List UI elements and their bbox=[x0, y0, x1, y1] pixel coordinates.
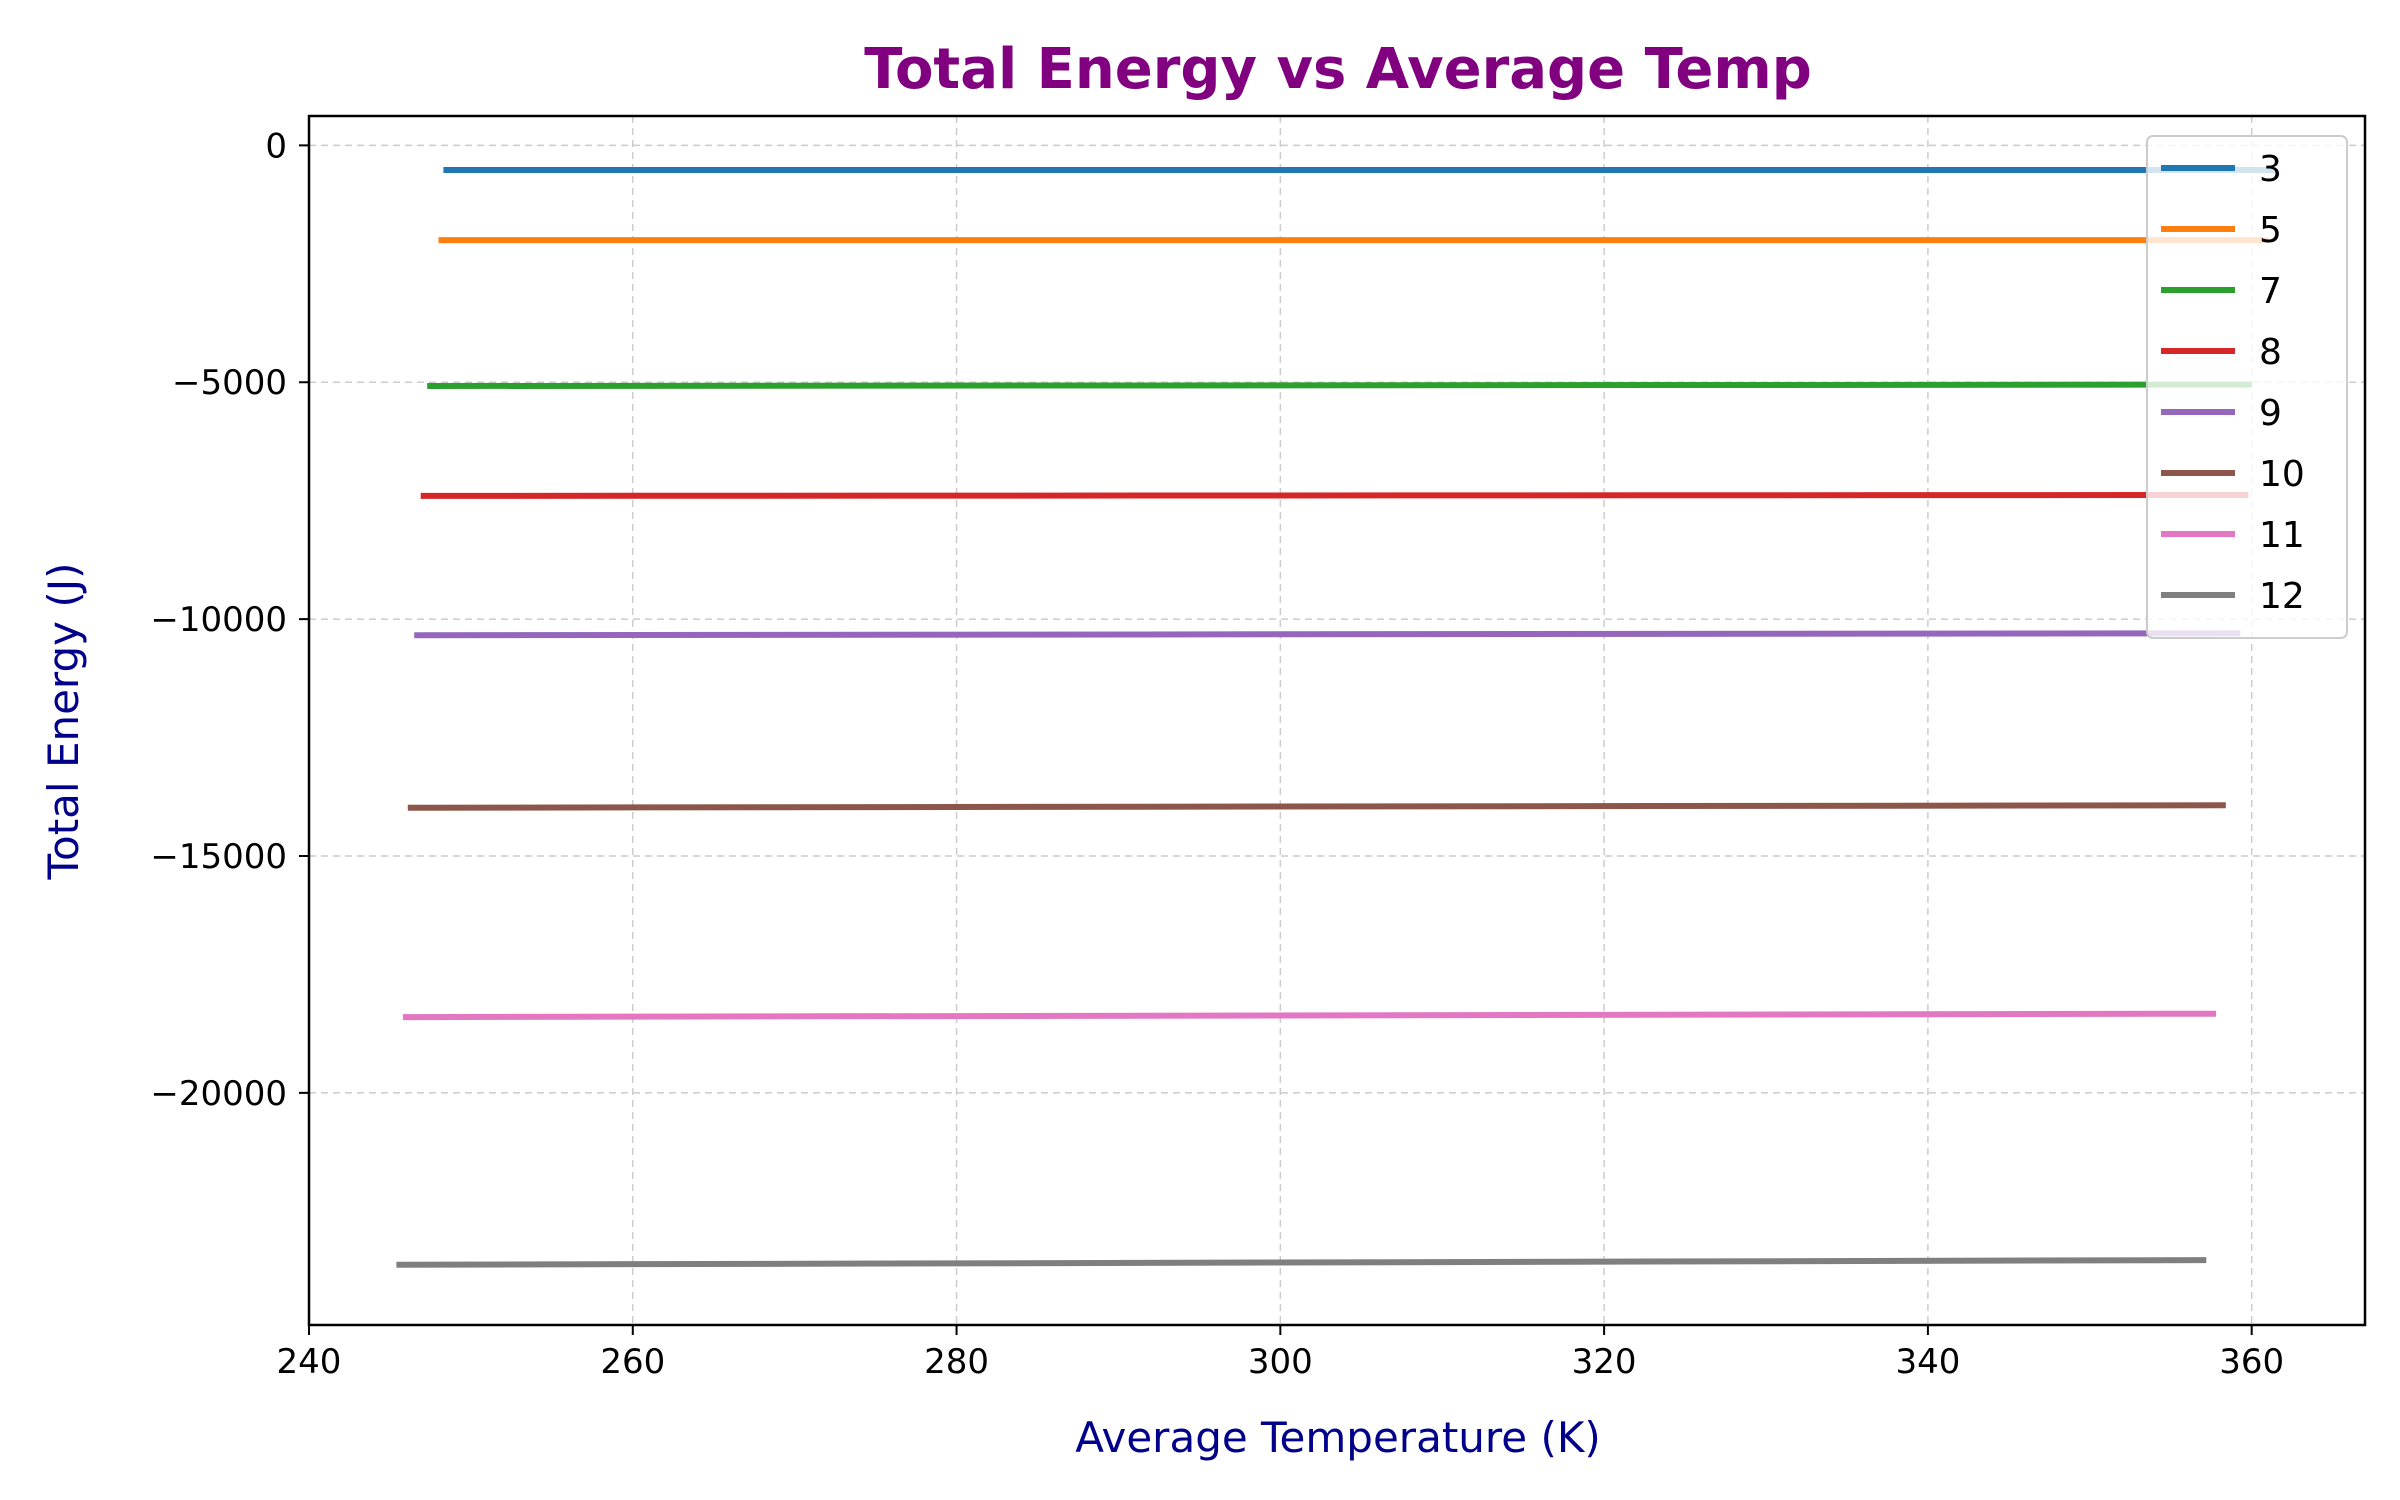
x-tick-label: 280 bbox=[924, 1342, 989, 1382]
x-tick-label: 340 bbox=[1895, 1342, 1960, 1382]
x-tick-label: 360 bbox=[2219, 1342, 2284, 1382]
x-tick-label: 320 bbox=[1572, 1342, 1637, 1382]
legend-label-12: 12 bbox=[2259, 576, 2305, 617]
x-tick-label: 240 bbox=[277, 1342, 342, 1382]
legend-label-7: 7 bbox=[2259, 271, 2282, 312]
series-line-11 bbox=[402, 1010, 2217, 1021]
series-line-12 bbox=[396, 1257, 2207, 1268]
x-axis-ticks: 240 260 280 300 320 340 360 bbox=[277, 1325, 2284, 1382]
legend-box bbox=[2146, 135, 2348, 639]
grid bbox=[308, 116, 2365, 1325]
y-tick-label: −20000 bbox=[150, 1074, 287, 1114]
plot-frame bbox=[307, 114, 2367, 1327]
legend-label-10: 10 bbox=[2259, 454, 2305, 495]
legend-label-9: 9 bbox=[2259, 393, 2282, 434]
x-axis-title: Average Temperature (K) bbox=[1075, 1413, 1601, 1462]
y-tick-label: −5000 bbox=[172, 363, 287, 403]
x-tick-label: 300 bbox=[1248, 1342, 1313, 1382]
legend-label-11: 11 bbox=[2259, 515, 2305, 556]
legend-label-5: 5 bbox=[2259, 210, 2282, 251]
legend-label-3: 3 bbox=[2259, 149, 2282, 190]
series-lines bbox=[396, 167, 2276, 1268]
y-axis-ticks: 0 −5000 −10000 −15000 −20000 bbox=[150, 126, 309, 1114]
series-line-8 bbox=[420, 492, 2249, 499]
chart-title: Total Energy vs Average Temp bbox=[864, 37, 1812, 102]
x-tick-label: 260 bbox=[600, 1342, 665, 1382]
series-line-9 bbox=[414, 630, 2241, 639]
y-axis-title: Total Energy (J) bbox=[39, 563, 88, 881]
y-tick-label: 0 bbox=[265, 126, 287, 166]
legend: 3 5 7 8 9 10 11 12 bbox=[2146, 135, 2348, 639]
legend-label-8: 8 bbox=[2259, 332, 2282, 373]
series-line-7 bbox=[427, 381, 2252, 389]
y-tick-label: −10000 bbox=[150, 600, 287, 640]
series-line-10 bbox=[407, 802, 2226, 811]
y-tick-label: −15000 bbox=[150, 837, 287, 877]
